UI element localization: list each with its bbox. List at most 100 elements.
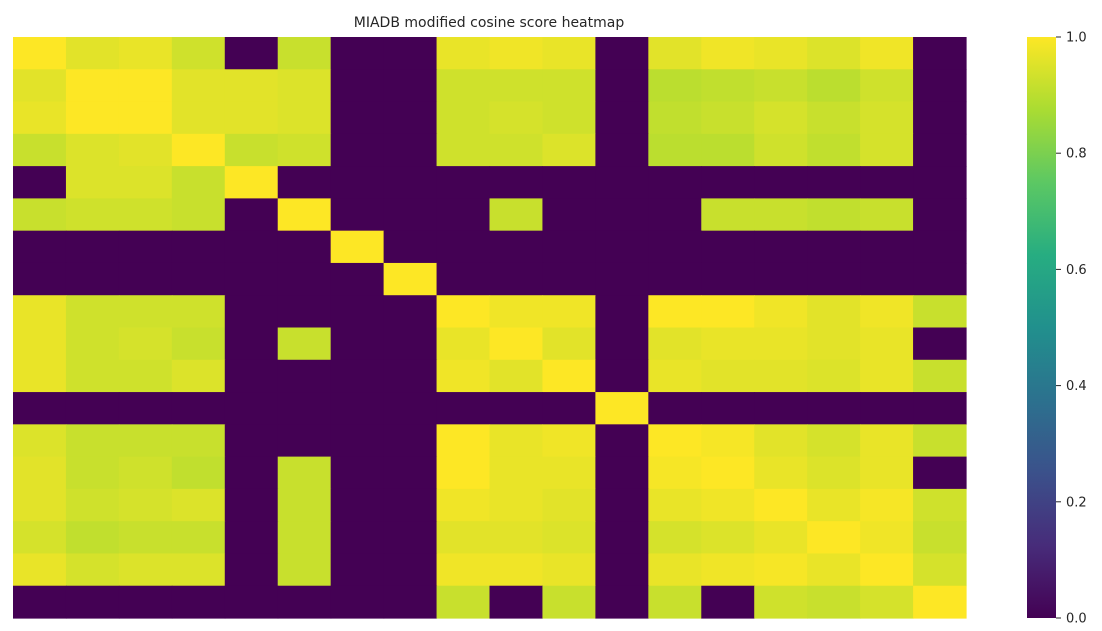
heatmap-cell — [436, 198, 491, 232]
heatmap-cell — [65, 488, 120, 522]
heatmap-cell — [648, 166, 702, 199]
heatmap-cell — [701, 456, 755, 490]
heatmap-cell — [807, 359, 861, 393]
heatmap-cell — [383, 359, 438, 393]
heatmap-cell — [383, 230, 438, 264]
colorbar-gradient — [1027, 37, 1056, 618]
heatmap-cell — [648, 521, 702, 555]
heatmap-cells — [13, 37, 967, 619]
heatmap-cell — [860, 521, 914, 555]
heatmap-cell — [754, 585, 808, 619]
heatmap-cell — [648, 101, 702, 135]
heatmap-cell — [807, 456, 861, 490]
heatmap-cell — [277, 69, 332, 103]
colorbar-tick-label: 0.4 — [1066, 379, 1087, 394]
heatmap-cell — [13, 521, 67, 555]
heatmap-cell — [277, 262, 332, 296]
heatmap-cell — [595, 230, 649, 264]
heatmap-cell — [807, 327, 861, 361]
heatmap-cell — [807, 295, 861, 329]
heatmap-cell — [595, 488, 649, 522]
heatmap-cell — [701, 101, 755, 135]
heatmap-cell — [65, 262, 120, 296]
heatmap-cell — [701, 327, 755, 361]
heatmap-cell — [489, 262, 544, 296]
heatmap-cell — [701, 37, 755, 70]
heatmap-cell — [595, 101, 649, 135]
heatmap-cell — [13, 37, 67, 70]
heatmap-cell — [13, 327, 67, 361]
heatmap-cell — [489, 392, 544, 425]
heatmap-cell — [913, 488, 967, 522]
heatmap-cell — [13, 198, 67, 232]
heatmap-cell — [277, 166, 332, 199]
heatmap-cell — [330, 37, 385, 70]
heatmap-cell — [383, 166, 438, 199]
heatmap-cell — [330, 295, 385, 329]
heatmap-cell — [330, 392, 385, 425]
heatmap-cell — [13, 295, 67, 329]
heatmap-cell — [754, 327, 808, 361]
colorbar-tick-label: 1.0 — [1066, 31, 1087, 46]
heatmap-cell — [489, 488, 544, 522]
heatmap-cell — [436, 424, 491, 458]
heatmap-cell — [860, 424, 914, 458]
heatmap-cell — [277, 295, 332, 329]
heatmap-cell — [436, 359, 491, 393]
heatmap-cell — [330, 553, 385, 587]
heatmap-cell — [807, 392, 861, 425]
heatmap-cell — [118, 424, 173, 458]
heatmap-cell — [383, 392, 438, 425]
heatmap-cell — [701, 424, 755, 458]
heatmap-cell — [13, 424, 67, 458]
heatmap-cell — [171, 456, 226, 490]
heatmap-cell — [13, 585, 67, 619]
heatmap-cell — [542, 488, 596, 522]
heatmap-cell — [224, 37, 279, 70]
heatmap-cell — [489, 521, 544, 555]
heatmap-cell — [860, 230, 914, 264]
heatmap-cell — [648, 69, 702, 103]
heatmap-cell — [330, 585, 385, 619]
heatmap-cell — [330, 359, 385, 393]
heatmap-cell — [860, 133, 914, 167]
heatmap-cell — [171, 37, 226, 70]
heatmap-cell — [542, 69, 596, 103]
heatmap-cell — [701, 521, 755, 555]
heatmap-cell — [489, 101, 544, 135]
heatmap-cell — [277, 456, 332, 490]
colorbar-tick-label: 0.0 — [1066, 612, 1087, 627]
heatmap-cell — [860, 327, 914, 361]
heatmap-cell — [118, 166, 173, 199]
heatmap-cell — [754, 101, 808, 135]
heatmap-cell — [807, 198, 861, 232]
heatmap-cell — [860, 69, 914, 103]
heatmap-cell — [754, 553, 808, 587]
heatmap-cell — [224, 69, 279, 103]
heatmap-cell — [383, 424, 438, 458]
heatmap-cell — [383, 198, 438, 232]
heatmap-cell — [118, 585, 173, 619]
heatmap-cell — [65, 230, 120, 264]
heatmap-cell — [65, 133, 120, 167]
heatmap-cell — [383, 553, 438, 587]
heatmap-cell — [13, 166, 67, 199]
heatmap-cell — [542, 327, 596, 361]
heatmap-cell — [860, 392, 914, 425]
heatmap-cell — [171, 198, 226, 232]
heatmap-cell — [542, 37, 596, 70]
heatmap-cell — [13, 101, 67, 135]
heatmap-cell — [436, 295, 491, 329]
heatmap-cell — [542, 424, 596, 458]
heatmap-cell — [118, 230, 173, 264]
heatmap-cell — [224, 101, 279, 135]
heatmap-cell — [277, 327, 332, 361]
heatmap-cell — [277, 198, 332, 232]
heatmap-cell — [701, 359, 755, 393]
heatmap-cell — [118, 359, 173, 393]
heatmap-cell — [330, 101, 385, 135]
heatmap-cell — [542, 230, 596, 264]
heatmap-cell — [542, 521, 596, 555]
heatmap-cell — [489, 230, 544, 264]
heatmap-cell — [860, 166, 914, 199]
